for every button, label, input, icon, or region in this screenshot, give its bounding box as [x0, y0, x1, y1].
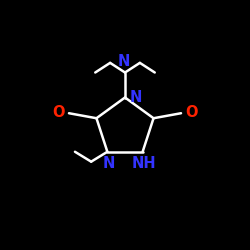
Text: N: N: [118, 54, 130, 70]
Text: O: O: [186, 105, 198, 120]
Text: O: O: [52, 105, 64, 120]
Text: N: N: [130, 90, 142, 105]
Text: NH: NH: [132, 156, 156, 171]
Text: N: N: [102, 156, 115, 171]
